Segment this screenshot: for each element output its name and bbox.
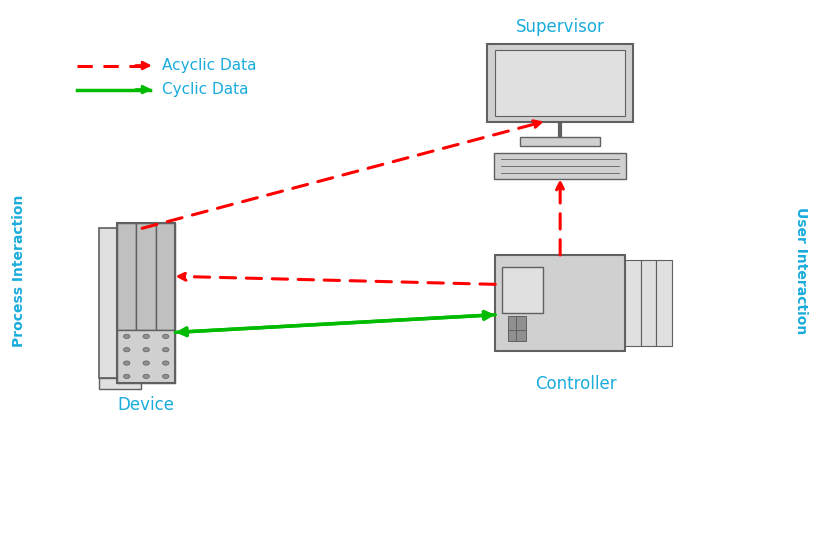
- Bar: [508, 328, 518, 341]
- Bar: [156, 223, 175, 330]
- Bar: [117, 330, 175, 383]
- Text: User Interaction: User Interaction: [794, 208, 808, 334]
- Circle shape: [143, 361, 149, 365]
- Bar: [99, 228, 117, 378]
- Text: Controller: Controller: [535, 375, 617, 393]
- Bar: [519, 137, 600, 146]
- Circle shape: [162, 334, 169, 339]
- Bar: [486, 44, 632, 121]
- Text: Acyclic Data: Acyclic Data: [162, 58, 256, 73]
- Bar: [655, 260, 671, 346]
- Text: Supervisor: Supervisor: [515, 18, 604, 36]
- Bar: [624, 260, 640, 346]
- Bar: [508, 317, 518, 330]
- Bar: [494, 152, 625, 179]
- Circle shape: [124, 375, 130, 378]
- Text: Cyclic Data: Cyclic Data: [162, 82, 249, 97]
- Bar: [495, 255, 624, 351]
- Circle shape: [162, 361, 169, 365]
- Bar: [515, 317, 526, 330]
- Circle shape: [124, 334, 130, 339]
- Bar: [501, 267, 543, 313]
- Bar: [99, 378, 141, 390]
- Circle shape: [162, 375, 169, 378]
- Bar: [640, 260, 655, 346]
- Circle shape: [124, 361, 130, 365]
- Circle shape: [124, 347, 130, 352]
- Bar: [495, 49, 624, 116]
- Bar: [117, 223, 136, 330]
- Bar: [515, 328, 526, 341]
- Circle shape: [143, 347, 149, 352]
- Circle shape: [143, 375, 149, 378]
- Bar: [136, 223, 156, 330]
- Text: Process Interaction: Process Interaction: [11, 195, 25, 347]
- Circle shape: [162, 347, 169, 352]
- Circle shape: [143, 334, 149, 339]
- Text: Device: Device: [118, 396, 174, 415]
- Bar: [117, 223, 175, 383]
